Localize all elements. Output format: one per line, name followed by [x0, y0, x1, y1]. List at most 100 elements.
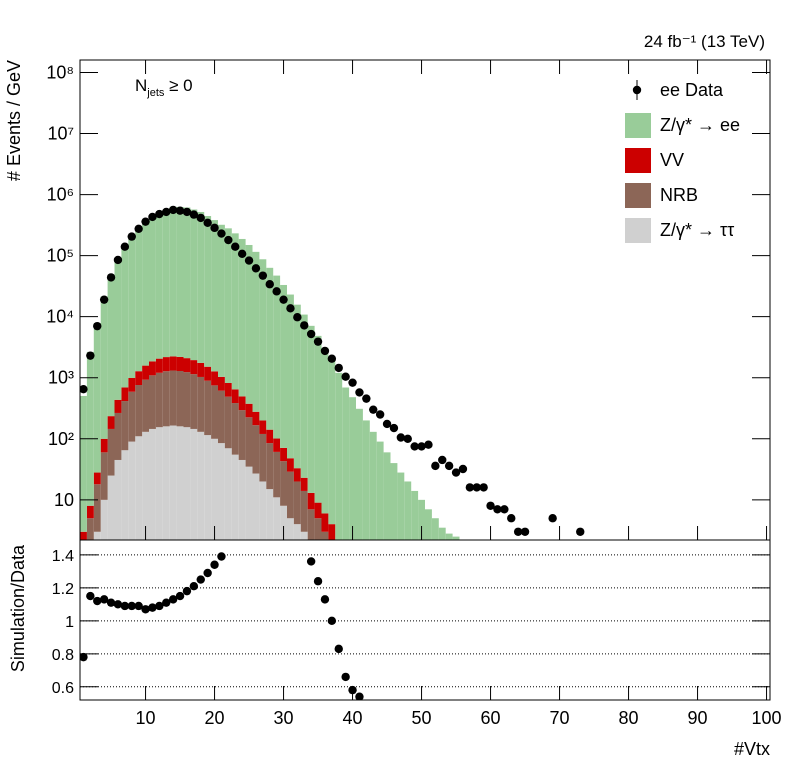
ratio-frame	[79, 539, 771, 701]
data-point	[182, 207, 192, 217]
stack-bar	[245, 417, 253, 467]
y-tick-label: 1.2	[52, 581, 74, 598]
stack-bar	[80, 395, 87, 532]
data-point	[155, 209, 164, 219]
data-point	[438, 455, 447, 465]
stack-bar	[114, 399, 122, 413]
data-point	[576, 527, 585, 536]
stack-bar	[273, 438, 281, 452]
data-point	[424, 440, 433, 449]
stack-bar	[273, 275, 281, 439]
data-point	[120, 242, 130, 251]
stack-bar	[100, 438, 108, 453]
legend-label: ee Data	[660, 80, 724, 100]
stack-bar	[169, 370, 177, 426]
data-point	[396, 433, 406, 442]
ratio-y-axis-title: Simulation/Data	[8, 544, 28, 672]
x-tick-label: 60	[481, 708, 501, 728]
stack-bar	[86, 518, 94, 540]
stack-bar	[149, 214, 156, 362]
data-point	[293, 313, 302, 322]
stack-bar	[100, 499, 108, 540]
data-point	[306, 329, 316, 339]
stack-bar	[280, 461, 287, 506]
stack-bar	[176, 356, 184, 371]
stack-bar	[231, 403, 239, 455]
ratio-point	[141, 605, 150, 614]
stack-bar	[107, 428, 115, 476]
data-point	[341, 372, 350, 381]
stack-bar	[314, 335, 322, 503]
ratio-point	[313, 577, 323, 586]
data-point	[410, 442, 419, 451]
stack-bar	[204, 380, 212, 436]
data-point	[189, 210, 199, 219]
legend-label: Z/γ* → ee	[660, 115, 740, 135]
x-tick-label: 50	[412, 708, 432, 728]
y-tick-label: 10⁸	[46, 62, 74, 82]
data-point	[375, 410, 385, 419]
stack-bar	[425, 509, 432, 540]
data-point	[320, 346, 330, 356]
stack-bar	[204, 216, 212, 367]
stack-bar	[100, 296, 108, 439]
ratio-point	[99, 595, 109, 604]
stack-bar	[107, 274, 115, 417]
y-tick-label: 1	[65, 614, 74, 631]
stack-bar	[231, 454, 239, 540]
data-point	[355, 388, 364, 397]
stack-bar	[190, 428, 198, 540]
ratio-point	[106, 598, 116, 607]
stack-bar	[155, 358, 163, 373]
stack-bar	[155, 211, 163, 359]
ratio-point	[334, 644, 343, 654]
ratio-point	[217, 552, 226, 561]
stack-bar	[142, 379, 149, 432]
ratio-plot	[80, 552, 770, 700]
ratio-point	[182, 586, 192, 596]
stack-bar	[397, 472, 405, 540]
data-point	[472, 483, 481, 492]
ratio-point	[196, 575, 205, 584]
stack-bar	[107, 475, 115, 540]
data-point	[168, 205, 178, 215]
data-point	[196, 213, 205, 223]
data-point	[258, 271, 268, 280]
stack-bar	[218, 376, 225, 391]
stack-bar	[314, 518, 322, 540]
stack-bar	[114, 257, 122, 400]
x-tick-label: 80	[619, 708, 639, 728]
stack-bar	[404, 481, 412, 540]
y-tick-label: 10³	[48, 368, 74, 388]
y-tick-label: 10⁴	[46, 307, 74, 327]
stack-bar	[231, 389, 239, 404]
stack-bar	[142, 219, 149, 366]
x-axis-title: #Vtx	[734, 739, 770, 759]
y-tick-label: 1.4	[52, 548, 74, 565]
data-point	[210, 223, 219, 233]
stack-bar	[321, 531, 329, 540]
data-point	[486, 501, 495, 510]
stack-bar	[176, 370, 184, 427]
lumi-label: 24 fb⁻¹ (13 TeV)	[644, 32, 765, 51]
stack-bar	[445, 533, 453, 540]
stack-bar	[259, 420, 267, 434]
x-tick-label: 30	[274, 708, 294, 728]
stack-bar	[149, 428, 156, 540]
stack-bar	[266, 267, 274, 430]
stack-bar	[218, 443, 225, 540]
stack-bar	[252, 251, 260, 412]
ratio-point	[203, 568, 212, 578]
data-point	[251, 264, 261, 273]
stack-bar	[80, 531, 87, 540]
stack-bar	[252, 473, 260, 540]
ratio-point	[210, 560, 219, 569]
stack-bar	[287, 458, 294, 472]
stack-bar	[169, 425, 177, 540]
stack-bar	[390, 463, 398, 540]
stack-bar	[349, 397, 356, 540]
legend: ee Data Z/γ* → ee VV NRB Z/γ* → ττ	[625, 80, 740, 243]
data-point	[431, 461, 440, 471]
stack-bar	[121, 387, 129, 402]
stack-bar	[121, 450, 129, 540]
